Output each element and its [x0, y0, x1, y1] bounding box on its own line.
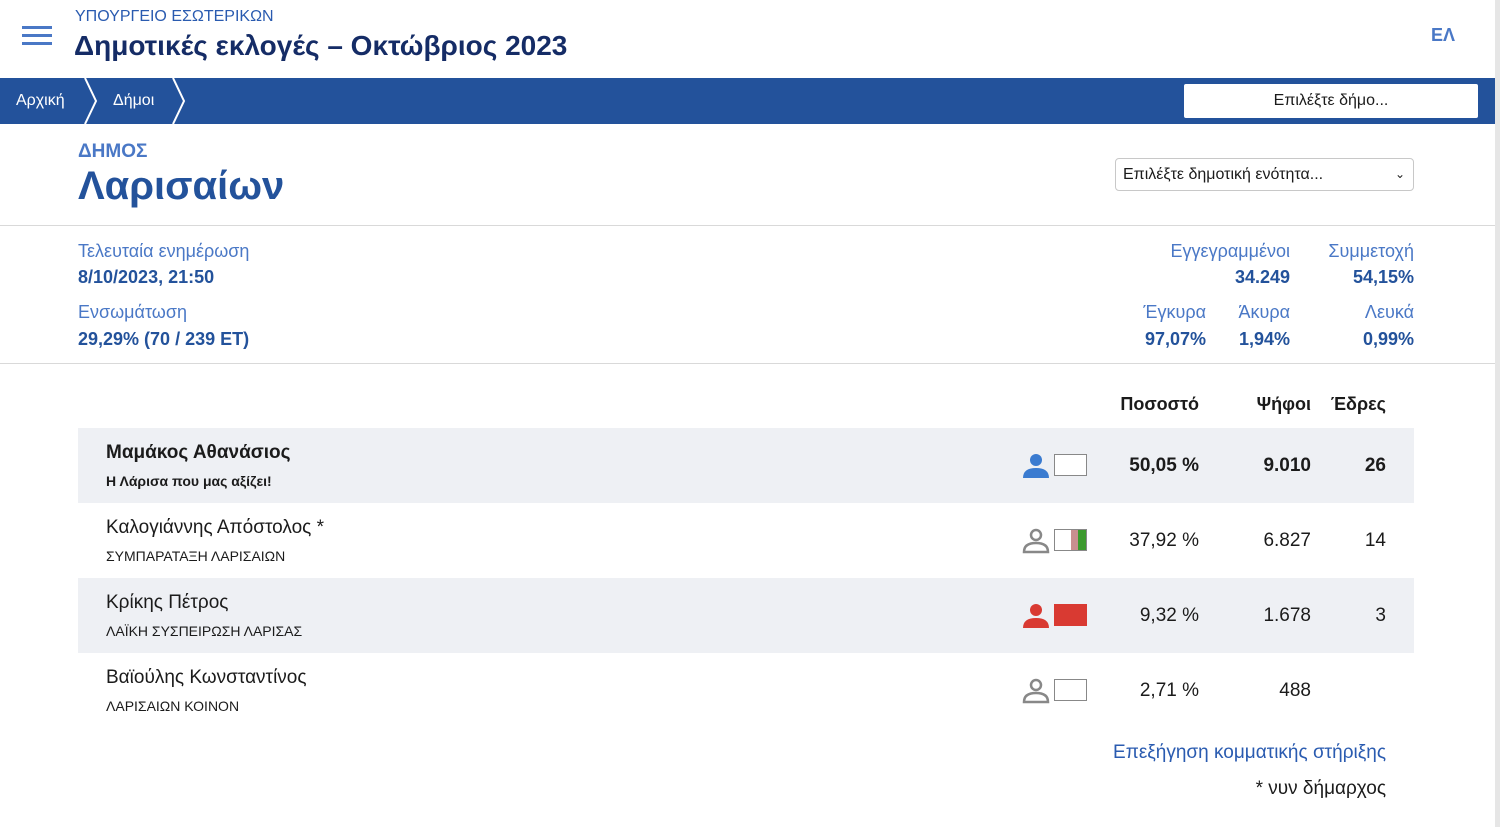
party-name: ΣΥΜΠΑΡΑΤΑΞΗ ΛΑΡΙΣΑΙΩΝ [106, 548, 286, 564]
votes-value: 488 [1279, 680, 1311, 701]
candidate-name: Καλογιάννης Απόστολος * [106, 517, 324, 538]
votes-value: 6.827 [1263, 530, 1311, 551]
votes-value: 1.678 [1263, 605, 1311, 626]
party-support-link[interactable]: Επεξήγηση κομματικής στήριξης [1113, 742, 1386, 763]
party-name: ΛΑΪΚΗ ΣΥΣΠΕΙΡΩΣΗ ΛΑΡΙΣΑΣ [106, 623, 303, 639]
table-row[interactable]: Μαμάκος Αθανάσιος Η Λάρισα που μας αξίζε… [78, 428, 1414, 503]
invalid-label: Άκυρα [1238, 302, 1290, 322]
seats-value: 26 [1364, 455, 1386, 476]
ministry-label: ΥΠΟΥΡΓΕΙΟ ΕΣΩΤΕΡΙΚΩΝ [75, 8, 274, 25]
select-municipality-button[interactable]: Επιλέξτε δήμο... [1184, 84, 1478, 118]
candidate-name: Κρίκης Πέτρος [106, 592, 229, 613]
party-color-flag [1054, 679, 1087, 701]
votes-value: 9.010 [1263, 455, 1311, 476]
percent-value: 9,32 % [1139, 605, 1199, 626]
candidate-name: Μαμάκος Αθανάσιος [106, 442, 291, 463]
seats-value: 3 [1375, 605, 1386, 626]
blank-value: 0,99% [1362, 329, 1414, 349]
header: ΥΠΟΥΡΓΕΙΟ ΕΣΩΤΕΡΙΚΩΝ Δημοτικές εκλογές –… [0, 0, 1500, 78]
invalid-value: 1,94% [1238, 329, 1290, 349]
municipality-label: ΔΗΜΟΣ [78, 141, 148, 162]
person-outline-icon [1022, 678, 1050, 704]
person-icon [1023, 454, 1049, 478]
header-votes: Ψήφοι [1256, 394, 1311, 414]
language-button[interactable]: ΕΛ [1430, 25, 1455, 45]
turnout-label: Συμμετοχή [1328, 241, 1414, 261]
turnout-value: 54,15% [1352, 267, 1414, 287]
table-row[interactable]: Βαϊούλης Κωνσταντίνος ΛΑΡΙΣΑΙΩΝ ΚΟΙΝΟΝ 2… [78, 653, 1414, 728]
person-outline-icon [1022, 528, 1050, 554]
party-color-flag [1054, 529, 1087, 551]
stats-panel: Τελευταία ενημέρωση 8/10/2023, 21:50 Ενσ… [0, 226, 1495, 364]
chevron-right-icon [172, 78, 186, 124]
municipality-name: Λαρισαίων [78, 164, 285, 208]
menu-icon[interactable] [22, 26, 52, 46]
person-icon [1023, 604, 1049, 628]
updated-label: Τελευταία ενημέρωση [78, 241, 250, 261]
municipality-header: ΔΗΜΟΣ Λαρισαίων Επιλέξτε δημοτική ενότητ… [0, 124, 1495, 226]
scrollbar[interactable] [1495, 0, 1500, 827]
incumbent-note: * νυν δήμαρχος [1255, 778, 1386, 799]
seats-value: 14 [1364, 530, 1386, 551]
valid-label: Έγκυρα [1143, 302, 1206, 322]
breadcrumb: Αρχική Δήμοι Επιλέξτε δήμο... [0, 78, 1495, 124]
unit-select[interactable]: Επιλέξτε δημοτική ενότητα... ⌄ [1115, 158, 1414, 191]
unit-select-value: Επιλέξτε δημοτική ενότητα... [1123, 166, 1324, 183]
party-name: ΛΑΡΙΣΑΙΩΝ ΚΟΙΝΟΝ [106, 698, 240, 714]
percent-value: 2,71 % [1139, 680, 1199, 701]
blank-label: Λευκά [1364, 302, 1414, 322]
incorporation-value: 29,29% (70 / 239 ΕΤ) [78, 329, 250, 349]
candidate-name: Βαϊούλης Κωνσταντίνος [106, 667, 307, 688]
header-seats: Έδρες [1330, 394, 1386, 414]
registered-label: Εγγεγραμμένοι [1170, 241, 1290, 261]
valid-value: 97,07% [1144, 329, 1206, 349]
percent-value: 50,05 % [1129, 455, 1199, 476]
updated-value: 8/10/2023, 21:50 [78, 267, 215, 287]
breadcrumb-municipalities[interactable]: Δήμοι [113, 92, 155, 109]
party-name: Η Λάρισα που μας αξίζει! [106, 473, 272, 489]
party-color-flag [1054, 604, 1087, 626]
header-percent: Ποσοστό [1120, 394, 1199, 414]
chevron-down-icon: ⌄ [1394, 167, 1405, 181]
breadcrumb-home[interactable]: Αρχική [16, 92, 65, 109]
registered-value: 34.249 [1234, 267, 1290, 287]
percent-value: 37,92 % [1129, 530, 1199, 551]
chevron-right-icon [84, 78, 98, 124]
party-color-flag [1054, 454, 1087, 476]
app-title: Δημοτικές εκλογές – Οκτώβριος 2023 [74, 30, 568, 61]
table-row[interactable]: Καλογιάννης Απόστολος * ΣΥΜΠΑΡΑΤΑΞΗ ΛΑΡΙ… [78, 503, 1414, 578]
incorporation-label: Ενσωμάτωση [78, 302, 187, 322]
table-row[interactable]: Κρίκης Πέτρος ΛΑΪΚΗ ΣΥΣΠΕΙΡΩΣΗ ΛΑΡΙΣΑΣ 9… [78, 578, 1414, 653]
